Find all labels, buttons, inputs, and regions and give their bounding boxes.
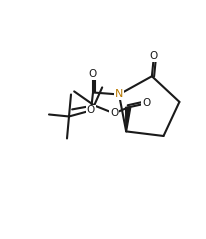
Text: N: N <box>114 89 123 99</box>
Text: O: O <box>87 105 95 115</box>
Polygon shape <box>125 107 130 131</box>
Text: O: O <box>88 70 97 80</box>
Text: O: O <box>149 51 157 61</box>
Text: O: O <box>110 109 118 118</box>
Text: O: O <box>141 98 150 109</box>
